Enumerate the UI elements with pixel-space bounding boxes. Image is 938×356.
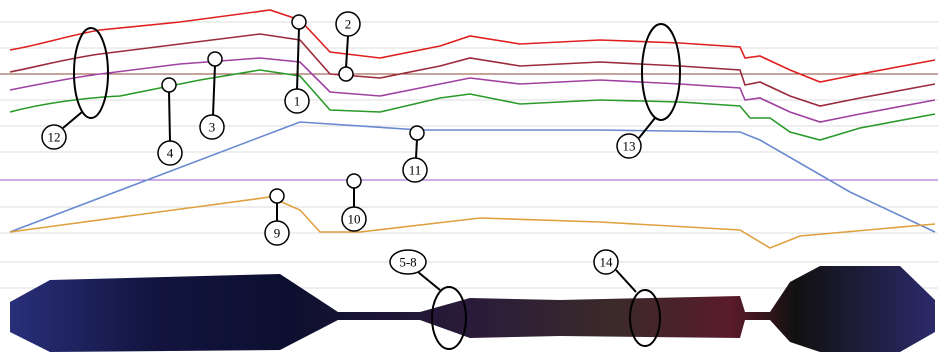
callout-label: 14 [600,255,614,270]
callout-label: 13 [623,139,636,154]
grid [0,22,938,288]
leader [418,272,440,290]
callout-label: 3 [209,120,216,135]
leader [297,28,299,90]
leader [213,65,215,115]
leader [169,91,170,141]
contour-orange [10,197,935,248]
marker [162,78,176,92]
callout-label: 11 [409,163,422,178]
marker [208,52,222,66]
region-ellipse [642,24,680,120]
leader [416,139,417,158]
callout-label: 4 [167,146,174,161]
curves [10,10,935,248]
marker [339,67,353,81]
callout-label: 12 [48,130,61,145]
leader [616,270,636,292]
callout-label: 5-8 [399,255,416,270]
leader [639,118,655,138]
contour-red [10,10,935,82]
marker [410,126,424,140]
callout-label: 1 [294,94,301,109]
contour-blue [10,122,935,232]
leader [346,36,348,68]
marker [270,189,284,203]
marker [347,174,361,188]
callout-label: 2 [345,17,352,32]
figure: 1 2 3 4 5-8 9 10 11 12 [0,0,938,356]
marker [292,15,306,29]
callout-label: 9 [274,226,281,241]
page: 1 2 3 4 5-8 9 10 11 12 [0,0,938,356]
callout-label: 10 [348,212,361,227]
spectrogram [10,266,935,352]
